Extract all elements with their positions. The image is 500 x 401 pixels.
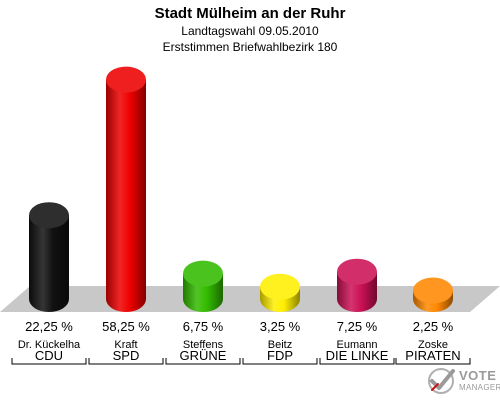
candidate-label: Zoske — [418, 339, 448, 351]
value-label: 2,25 % — [413, 319, 454, 334]
candidate-label: Dr. Kückelha — [18, 339, 81, 351]
category-bracket — [242, 358, 318, 365]
category-bracket — [88, 358, 164, 365]
chart-subtitle-election: Landtagswahl 09.05.2010 — [181, 24, 319, 38]
bar-top — [183, 260, 223, 287]
candidate-label: Steffens — [183, 339, 224, 351]
value-label: 3,25 % — [260, 319, 301, 334]
value-label: 22,25 % — [25, 319, 73, 334]
bar-cdu — [29, 202, 69, 312]
candidate-label: Beitz — [268, 339, 292, 351]
bar-spd — [106, 66, 146, 312]
bar-body — [29, 215, 69, 312]
bar-top — [413, 277, 453, 304]
category-bracket — [165, 358, 241, 365]
vote-manager-logo: VOTE MANAGER — [426, 366, 500, 396]
bar-die-linke — [337, 258, 377, 312]
party-label: SPD — [113, 348, 140, 363]
candidate-label: Eumann — [337, 339, 378, 351]
chart-title: Stadt Mülheim an der Ruhr — [154, 5, 346, 22]
party-label: PIRATEN — [405, 348, 460, 363]
bar-gr-ne — [183, 260, 223, 312]
bar-fdp — [260, 273, 300, 312]
chart-subtitle-district: Erststimmen Briefwahlbezirk 180 — [162, 40, 338, 54]
bar-body — [106, 79, 146, 312]
category-bracket — [319, 358, 395, 365]
value-label: 6,75 % — [183, 319, 224, 334]
candidate-label: Kraft — [114, 339, 137, 351]
checkmark-ballot-icon — [428, 368, 455, 394]
bar-top — [337, 258, 377, 285]
category-bracket — [395, 358, 471, 365]
bar-top — [260, 273, 300, 300]
party-label: CDU — [35, 348, 63, 363]
bar-top — [29, 202, 69, 229]
category-bracket — [11, 358, 87, 365]
value-label: 7,25 % — [337, 319, 378, 334]
logo-text-vote: VOTE — [459, 368, 497, 383]
bar-piraten — [413, 277, 453, 312]
logo-text-manager: MANAGER — [459, 383, 500, 392]
value-label: 58,25 % — [102, 319, 150, 334]
party-label: FDP — [267, 348, 293, 363]
party-label: DIE LINKE — [326, 348, 389, 363]
party-label: GRÜNE — [180, 348, 227, 363]
bar-top — [106, 66, 146, 93]
